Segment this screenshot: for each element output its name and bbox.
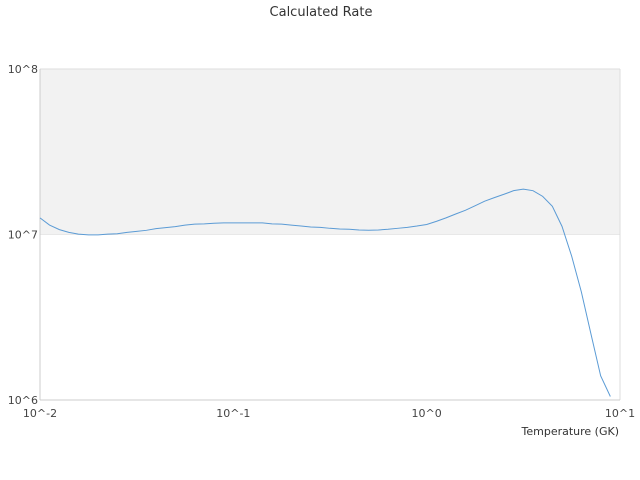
grid-bands bbox=[40, 68, 620, 400]
series-line bbox=[39, 188, 611, 397]
x-axis-label: Temperature (GK) bbox=[521, 425, 620, 438]
y-tick-labels: 10^6 10^7 10^8 bbox=[8, 63, 38, 407]
y-tick-label: 10^6 bbox=[8, 394, 38, 407]
series-lines bbox=[39, 188, 611, 397]
y-tick-label: 10^8 bbox=[8, 63, 38, 76]
y-tick-label: 10^7 bbox=[8, 229, 38, 242]
x-tick-label: 10^0 bbox=[412, 407, 442, 420]
grid-band bbox=[40, 234, 620, 400]
grid-band bbox=[40, 69, 620, 235]
x-tick-label: 10^1 bbox=[605, 407, 635, 420]
x-tick-label: 10^-2 bbox=[23, 407, 57, 420]
x-tick-labels: 10^-2 10^-1 10^0 10^1 bbox=[23, 407, 635, 420]
axes bbox=[39, 69, 621, 401]
x-tick-label: 10^-1 bbox=[216, 407, 250, 420]
chart-title: Calculated Rate bbox=[270, 5, 373, 20]
